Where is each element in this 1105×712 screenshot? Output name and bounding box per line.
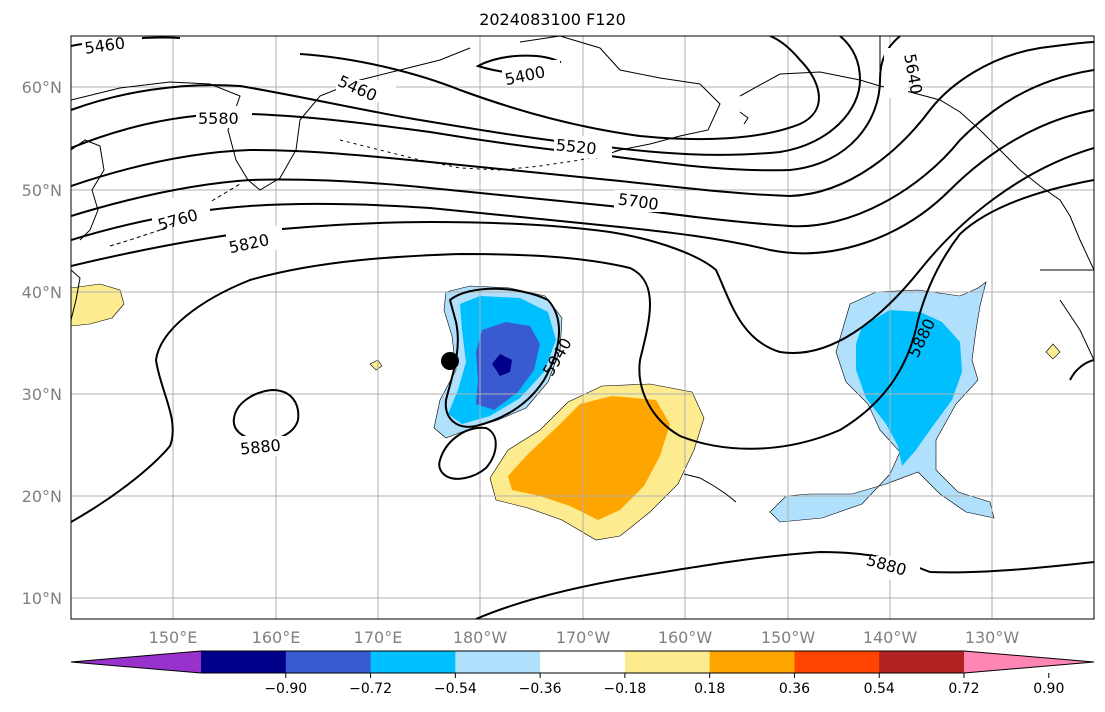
storm-center-dot <box>441 352 459 370</box>
contour-label-5520: 5520 <box>555 135 597 158</box>
colorbar-tick-label: 0.36 <box>779 681 810 697</box>
contour-labels: 5460 5400 5460 5580 5520 5640 5760 5700 … <box>82 33 939 580</box>
colorbar-extend-high <box>964 651 1094 673</box>
plot-frame <box>70 35 1095 620</box>
colorbar-segment <box>370 651 456 673</box>
lon-label-160w: 160°W <box>658 628 713 647</box>
colorbar <box>70 650 1095 674</box>
lat-label-10n: 10°N <box>22 589 62 608</box>
contour-label-5460-west: 5460 <box>83 33 126 57</box>
lon-label-170w: 170°W <box>556 628 611 647</box>
positive-anomaly-dot-2 <box>1045 343 1061 360</box>
lat-label-30n: 30°N <box>22 385 62 404</box>
colorbar-segment <box>709 651 795 673</box>
lon-label-130w: 130°W <box>965 628 1020 647</box>
colorbar-tick-labels: −0.90 −0.72 −0.54 −0.36 −0.18 0.18 0.36 0.54 0.7… <box>264 673 1064 697</box>
lon-label-180w: 180°W <box>453 628 508 647</box>
colorbar-segment <box>201 651 287 673</box>
lon-label-170e: 170°E <box>354 628 403 647</box>
colorbar-tick-label: −0.72 <box>349 681 392 697</box>
lat-label-40n: 40°N <box>22 283 62 302</box>
colorbar-tick-label: 0.54 <box>864 681 895 697</box>
latitude-labels: 60°N 50°N 40°N 30°N 20°N 10°N <box>22 78 62 608</box>
lat-label-60n: 60°N <box>22 78 62 97</box>
positive-anomaly-dot-1 <box>369 359 383 371</box>
colorbar-tick-label: −0.54 <box>434 681 477 697</box>
colorbar-tick-label: 0.90 <box>1033 681 1064 697</box>
anomaly-shading <box>71 281 1061 541</box>
lon-label-140w: 140°W <box>863 628 918 647</box>
lat-label-50n: 50°N <box>22 181 62 200</box>
colorbar-tick-label: −0.18 <box>603 681 646 697</box>
colorbar-tick-label: 0.72 <box>948 681 979 697</box>
negative-anomaly-central-core <box>492 354 512 376</box>
colorbar-segment <box>285 651 372 673</box>
colorbar-tick-label: −0.36 <box>519 681 562 697</box>
colorbar-tick-label: 0.18 <box>694 681 725 697</box>
lon-label-150w: 150°W <box>761 628 816 647</box>
height-contours <box>71 36 1094 619</box>
colorbar-segment <box>455 651 541 673</box>
longitude-labels: 150°E 160°E 170°E 180°W 170°W 160°W 150°… <box>149 628 1020 647</box>
positive-anomaly-south-inner <box>508 396 670 520</box>
colorbar-segment <box>879 651 965 673</box>
lon-label-150e: 150°E <box>149 628 198 647</box>
contour-label-5880-west: 5880 <box>239 436 281 459</box>
contour-label-5580: 5580 <box>198 109 239 128</box>
colorbar-segment <box>794 651 880 673</box>
map-title: 2024083100 F120 <box>479 10 626 29</box>
colorbar-segment <box>624 651 711 673</box>
lon-label-160e: 160°E <box>252 628 301 647</box>
colorbar-extend-low <box>71 651 201 673</box>
colorbar-outline <box>70 650 1095 674</box>
negative-anomaly-east-inner <box>856 310 962 466</box>
lat-label-20n: 20°N <box>22 487 62 506</box>
gridlines <box>71 36 1094 619</box>
positive-anomaly-west <box>71 283 125 327</box>
colorbar-segment <box>540 651 626 673</box>
colorbar-tick-label: −0.90 <box>264 681 307 697</box>
